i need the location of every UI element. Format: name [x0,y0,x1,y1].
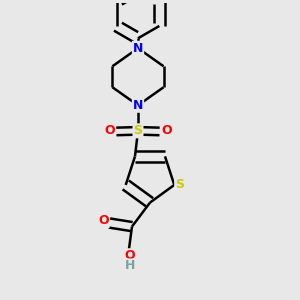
Text: O: O [104,124,115,137]
Text: O: O [98,214,109,227]
Text: O: O [124,249,135,262]
Text: H: H [124,260,135,272]
Text: S: S [134,124,142,137]
Text: N: N [133,99,143,112]
Text: N: N [133,42,143,55]
Text: O: O [161,124,172,137]
Text: S: S [175,178,184,191]
